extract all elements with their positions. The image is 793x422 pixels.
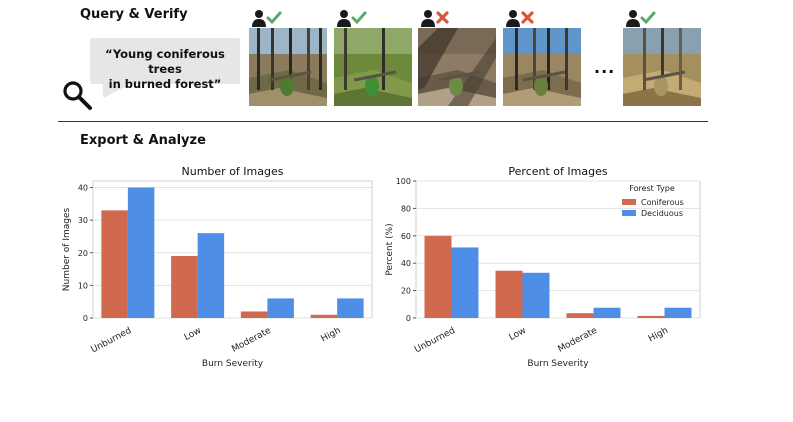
bar-series1-unburned xyxy=(101,210,128,318)
y-tick-label: 0 xyxy=(406,314,411,323)
legend: Forest Type Coniferous Deciduous xyxy=(622,184,684,218)
y-tick-label: 10 xyxy=(78,281,88,290)
y-tick-label: 40 xyxy=(78,184,88,193)
legend-swatch xyxy=(622,199,636,205)
person-icon xyxy=(506,10,520,27)
y-tick-label: 100 xyxy=(396,177,411,186)
x-tick-label: High xyxy=(320,326,343,345)
check-icon xyxy=(640,11,656,25)
y-tick-label: 0 xyxy=(83,314,88,323)
x-tick-label: Low xyxy=(508,326,528,343)
legend-swatch xyxy=(622,210,636,216)
section-divider xyxy=(58,121,708,122)
verify-badge-3 xyxy=(421,10,449,27)
chart-1: 0 10 20 30 40 Unburned Low Moderate High Number o… xyxy=(62,165,373,369)
chart-2: 0 20 40 60 80 100 Unburned Low Moderate High Perce… xyxy=(385,165,701,369)
chart-title: Percent of Images xyxy=(508,165,607,178)
query-text-line2: in burned forest” xyxy=(108,77,222,91)
bar-coniferous-high xyxy=(637,315,665,318)
query-text-line1: “Young coniferous trees xyxy=(105,47,225,76)
y-tick-label: 20 xyxy=(401,287,411,296)
bar-coniferous-unburned xyxy=(424,235,452,318)
x-tick-label: High xyxy=(647,326,670,345)
person-icon xyxy=(252,10,266,27)
bar-series1-high xyxy=(310,314,338,318)
bar-series2-unburned xyxy=(127,187,155,318)
x-axis-label: Burn Severity xyxy=(527,359,589,369)
x-tick-label: Unburned xyxy=(90,326,134,356)
person-icon xyxy=(626,10,640,27)
y-tick-label: 60 xyxy=(401,232,411,241)
charts-area: 0 10 20 30 40 Unburned Low Moderate High Number o… xyxy=(62,165,701,369)
bar-deciduous-low xyxy=(522,272,550,318)
check-icon xyxy=(266,11,282,25)
legend-label: Coniferous xyxy=(641,198,684,207)
bar-deciduous-high xyxy=(664,307,692,318)
result-image-2[interactable] xyxy=(334,28,412,106)
bar-deciduous-unburned xyxy=(451,247,479,318)
query-speech-bubble xyxy=(90,38,240,84)
chart-title: Number of Images xyxy=(182,165,284,178)
cross-icon xyxy=(436,11,449,24)
bar-series1-moderate xyxy=(240,311,268,318)
y-axis-label: Number of Images xyxy=(62,207,72,291)
bar-coniferous-low xyxy=(495,270,523,318)
x-tick-label: Unburned xyxy=(413,326,457,356)
result-image-3[interactable] xyxy=(418,28,496,106)
bar-series1-low xyxy=(171,256,198,318)
x-axis-label: Burn Severity xyxy=(202,359,264,369)
bar-coniferous-moderate xyxy=(566,313,594,318)
y-tick-label: 30 xyxy=(78,216,88,225)
result-image-4[interactable] xyxy=(503,28,581,106)
verify-badge-4 xyxy=(506,10,534,27)
y-axis-label: Percent (%) xyxy=(385,223,395,275)
y-tick-label: 40 xyxy=(401,259,411,268)
result-image-5[interactable] xyxy=(623,28,701,106)
x-tick-label: Low xyxy=(183,326,203,343)
bar-deciduous-moderate xyxy=(593,307,621,318)
legend-title: Forest Type xyxy=(629,184,675,193)
y-tick-label: 80 xyxy=(401,204,411,213)
search-icon[interactable] xyxy=(62,80,94,112)
person-icon xyxy=(421,10,435,27)
legend-label: Deciduous xyxy=(641,209,683,218)
result-image-1[interactable] xyxy=(249,28,327,106)
query-section-title: Query & Verify xyxy=(80,7,188,22)
verify-badge-1 xyxy=(252,10,282,27)
verify-badge-2 xyxy=(337,10,367,27)
x-tick-label: Moderate xyxy=(556,326,599,355)
bar-series2-low xyxy=(197,233,225,318)
person-icon xyxy=(337,10,351,27)
y-tick-label: 20 xyxy=(78,249,88,258)
check-icon xyxy=(351,11,367,25)
export-section-title: Export & Analyze xyxy=(80,133,206,148)
cross-icon xyxy=(521,11,534,24)
query-text: “Young coniferous trees in burned forest… xyxy=(90,47,240,92)
more-results-ellipsis: ... xyxy=(594,58,616,77)
verify-badge-5 xyxy=(626,10,656,27)
bar-series2-high xyxy=(337,298,364,318)
bar-series2-moderate xyxy=(267,298,294,318)
x-tick-label: Moderate xyxy=(230,326,273,355)
